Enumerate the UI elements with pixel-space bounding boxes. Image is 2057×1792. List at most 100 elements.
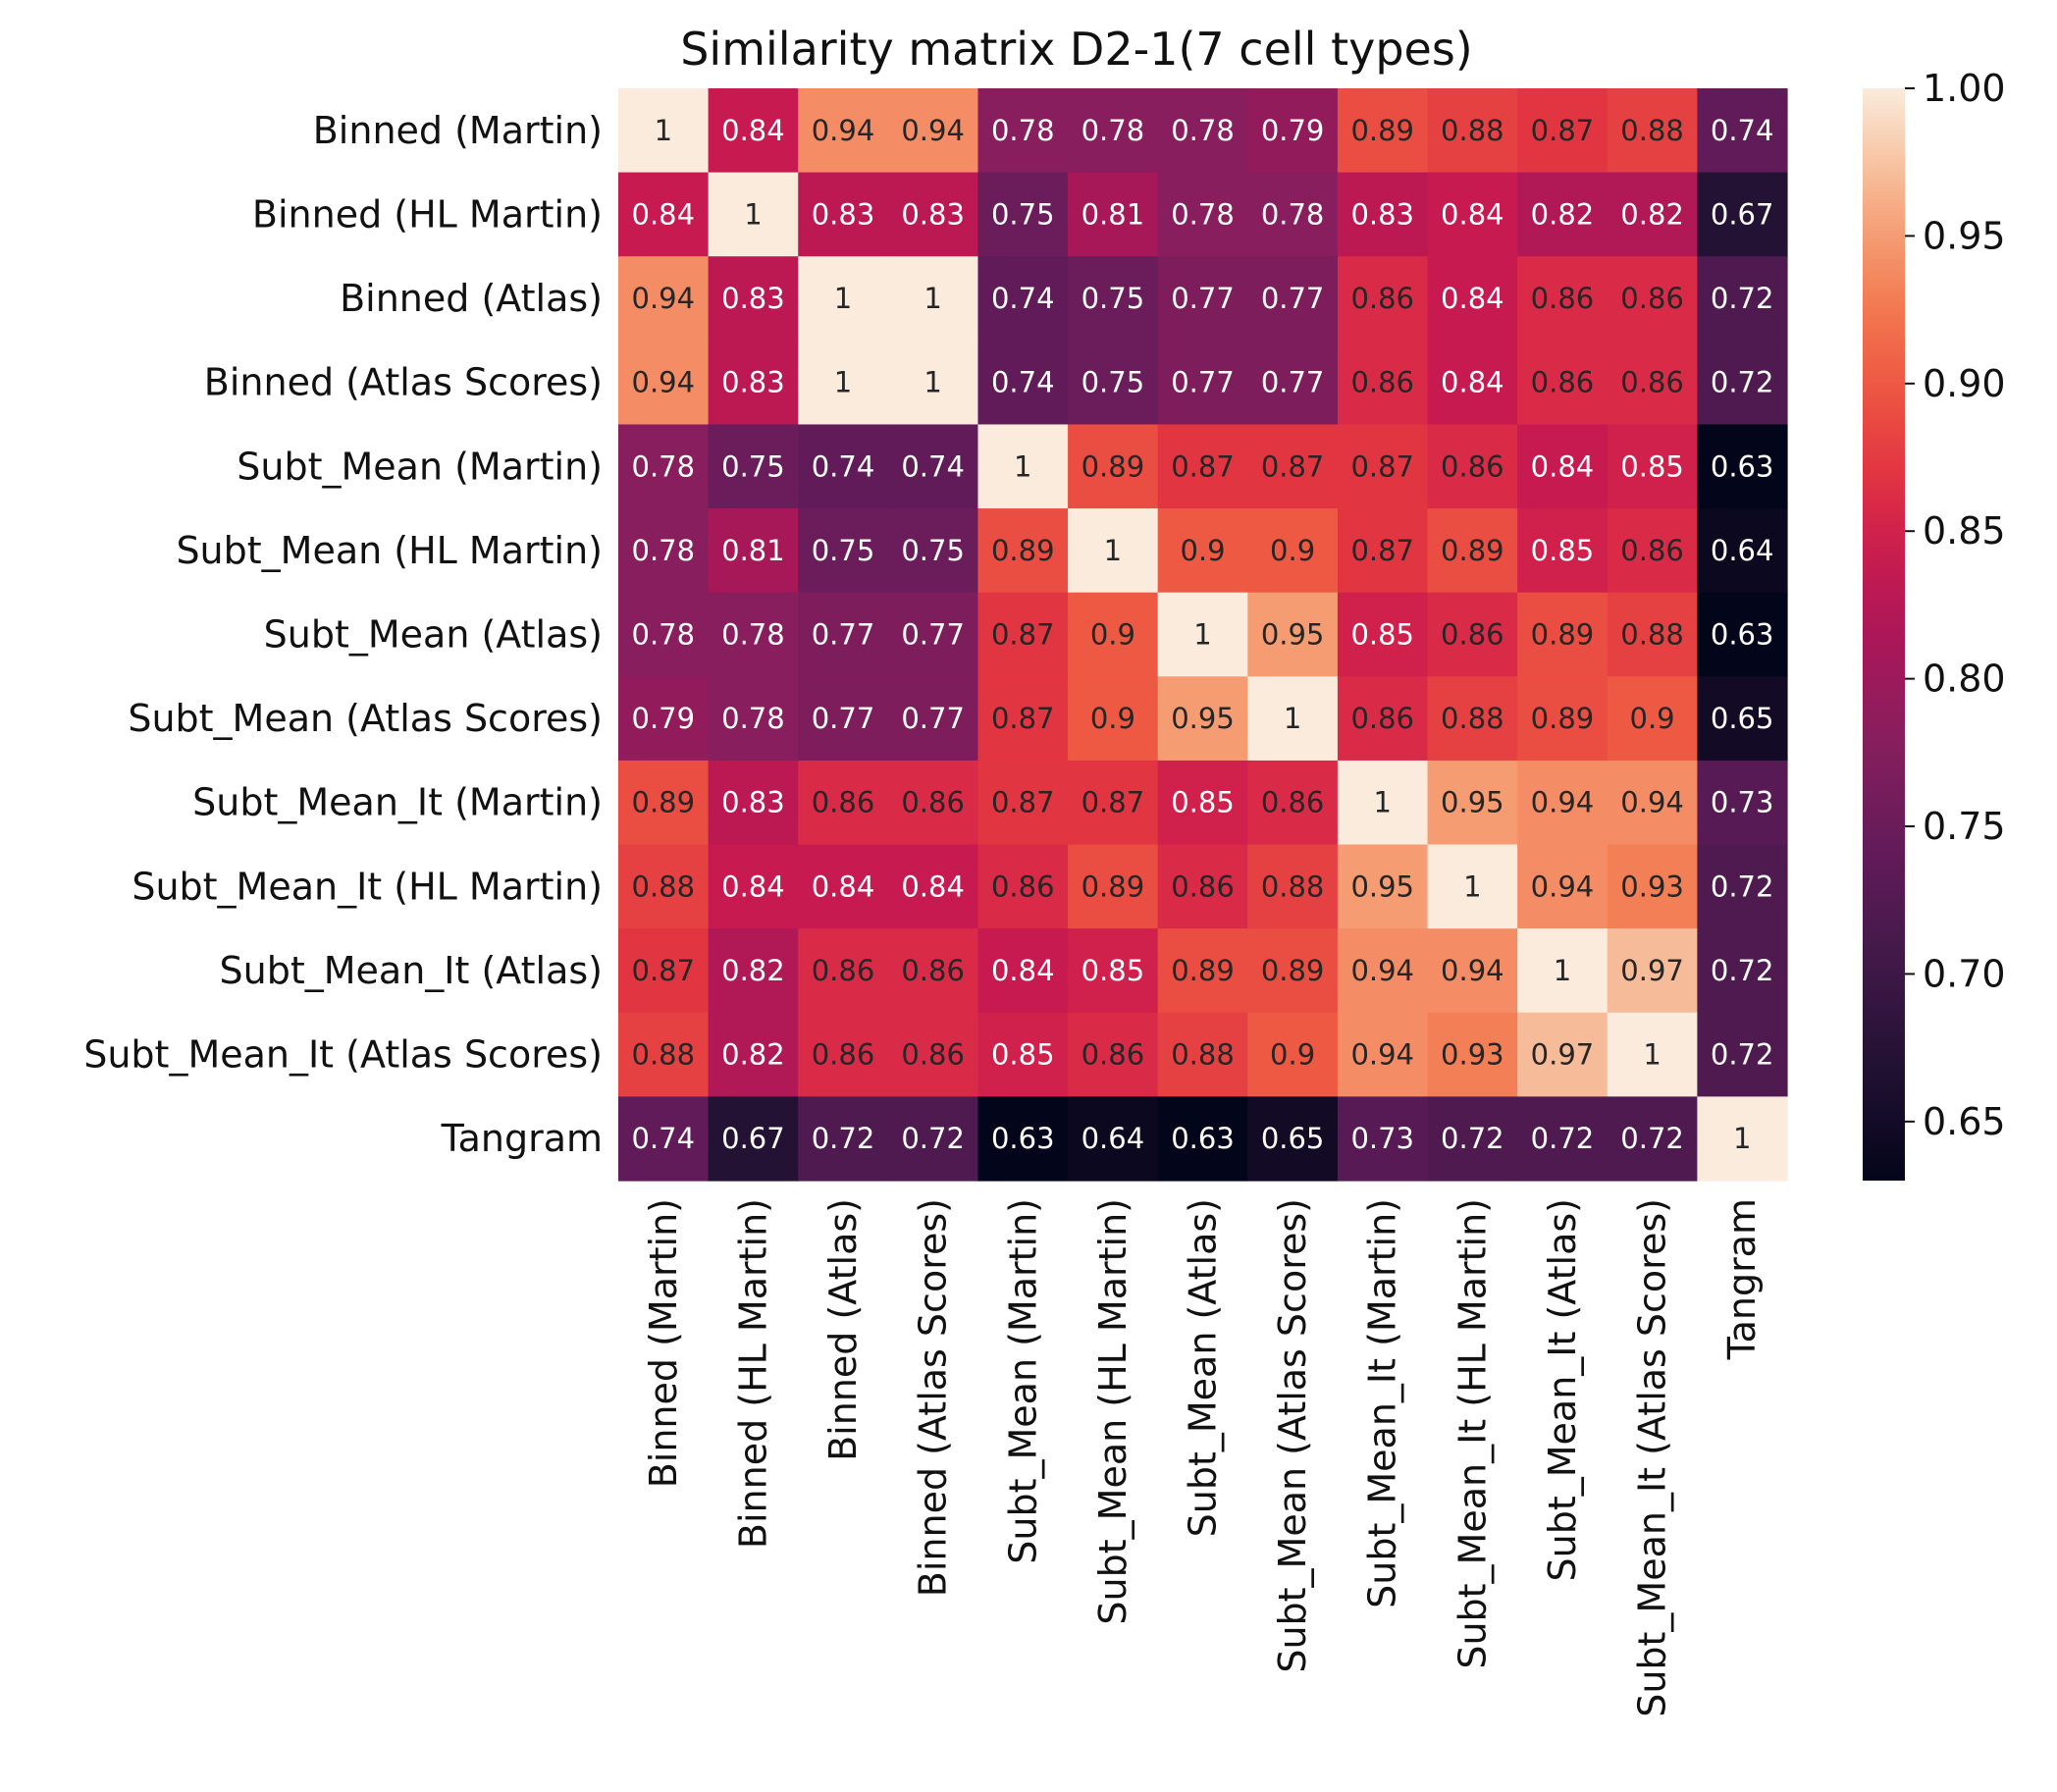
cell-value-label: 0.81	[721, 534, 785, 567]
cell-value-label: 0.73	[1350, 1122, 1414, 1155]
column-label: Subt_Mean_It (HL Martin)	[1450, 1198, 1494, 1669]
heatmap-cell	[1068, 424, 1159, 509]
heatmap-cells: 1 0.84 0.94 0.94 0.78 0.78 0.78 0.79 0.89 0.88 0.8…	[618, 88, 1788, 1182]
cell-value-label: 0.74	[632, 1122, 696, 1155]
cell-value-label: 0.75	[812, 534, 875, 567]
cell-value-label: 0.87	[991, 786, 1055, 819]
heatmap-cell	[977, 676, 1069, 762]
column-label: Subt_Mean_It (Atlas)	[1541, 1198, 1584, 1581]
cell-value-label: 0.87	[1171, 449, 1235, 483]
cell-value-label: 0.63	[1711, 618, 1774, 652]
cell-value-label: 0.88	[1261, 870, 1325, 903]
heatmap-cell	[618, 1012, 710, 1097]
cell-value-label: 0.72	[1711, 954, 1774, 987]
heatmap-cell	[618, 424, 710, 509]
cell-value-label: 0.72	[1711, 1038, 1774, 1072]
column-label: Binned (Atlas Scores)	[912, 1198, 955, 1597]
cell-value-label: 0.88	[632, 1038, 696, 1072]
heatmap-cell	[1068, 1012, 1159, 1097]
cell-value-label: 0.74	[991, 366, 1055, 399]
cell-value-label: 0.79	[632, 702, 696, 735]
row-label: Binned (Atlas Scores)	[204, 361, 603, 404]
heatmap-cell	[1517, 424, 1609, 509]
cell-value-label: 0.86	[1441, 618, 1504, 652]
cell-value-label: 0.94	[1350, 954, 1414, 987]
cell-value-label: 0.78	[1261, 197, 1325, 231]
cell-value-label: 0.87	[632, 954, 696, 987]
heatmap-cell	[1607, 508, 1698, 594]
heatmap-cell	[1068, 172, 1159, 257]
heatmap-cell	[1517, 676, 1609, 762]
heatmap-cell	[1517, 1012, 1609, 1097]
cell-value-label: 0.84	[1441, 197, 1504, 231]
heatmap-cell	[1337, 1096, 1429, 1182]
row-label: Subt_Mean_It (Atlas Scores)	[83, 1033, 603, 1077]
row-label: Subt_Mean (Atlas)	[264, 613, 603, 657]
heatmap-cell	[1157, 1096, 1248, 1182]
cell-value-label: 0.84	[991, 954, 1055, 987]
colorbar-tick-label: 0.90	[1923, 362, 2006, 405]
row-label: Tangram	[441, 1117, 603, 1160]
cell-value-label: 0.78	[1171, 197, 1235, 231]
cell-value-label: 0.63	[1171, 1122, 1235, 1155]
cell-value-label: 0.82	[1531, 197, 1595, 231]
cell-value-label: 0.78	[632, 534, 696, 567]
heatmap-cell	[1517, 172, 1609, 257]
cell-value-label: 0.64	[1711, 534, 1774, 567]
heatmap-cell	[1517, 88, 1609, 174]
heatmap-cell	[1427, 844, 1518, 929]
heatmap-cell	[887, 1012, 979, 1097]
heatmap-cell	[708, 592, 799, 677]
cell-value-label: 1	[1104, 534, 1122, 567]
cell-value-label: 1	[655, 114, 672, 147]
colorbar-ticks: 0.65 0.70 0.75 0.80 0.85 0.90 0.95 1.00	[1905, 67, 2006, 1143]
cell-value-label: 0.87	[1261, 449, 1325, 483]
cell-value-label: 0.72	[1711, 366, 1774, 399]
cell-value-label: 0.86	[1620, 534, 1684, 567]
heatmap-cell	[1157, 760, 1248, 846]
heatmap-cell	[1247, 508, 1339, 594]
cell-value-label: 0.95	[1441, 786, 1504, 819]
cell-value-label: 0.82	[721, 954, 785, 987]
heatmap-cell	[1517, 592, 1609, 677]
heatmap-cell	[1068, 928, 1159, 1014]
heatmap-cell	[1517, 508, 1609, 594]
heatmap-cell	[798, 760, 889, 846]
heatmap-cell	[1068, 676, 1159, 762]
heatmap-cell	[977, 1012, 1069, 1097]
heatmap-cell	[1247, 760, 1339, 846]
cell-value-label: 1	[1014, 449, 1031, 483]
heatmap-cell	[1697, 592, 1788, 677]
cell-value-label: 1	[1643, 1038, 1661, 1072]
cell-value-label: 0.88	[1620, 618, 1684, 652]
heatmap-cell	[887, 676, 979, 762]
heatmap-cell	[1427, 760, 1518, 846]
cell-value-label: 0.84	[721, 870, 785, 903]
heatmap-cell	[1157, 592, 1248, 677]
cell-value-label: 0.63	[1711, 449, 1774, 483]
cell-value-label: 0.79	[1261, 114, 1325, 147]
cell-value-label: 0.72	[1711, 870, 1774, 903]
row-label: Subt_Mean_It (Martin)	[192, 781, 603, 824]
cell-value-label: 0.88	[1441, 114, 1504, 147]
heatmap-cell	[887, 928, 979, 1014]
row-label: Binned (Atlas)	[340, 277, 603, 320]
cell-value-label: 0.82	[1620, 197, 1684, 231]
heatmap-cell	[708, 1096, 799, 1182]
cell-value-label: 0.89	[1081, 449, 1145, 483]
cell-value-label: 0.94	[1350, 1038, 1414, 1072]
heatmap-cell	[1068, 1096, 1159, 1182]
cell-value-label: 0.89	[1171, 954, 1235, 987]
heatmap-cell	[708, 676, 799, 762]
heatmap-cell	[618, 928, 710, 1014]
column-label: Binned (Martin)	[642, 1198, 685, 1488]
cell-value-label: 0.94	[1620, 786, 1684, 819]
cell-value-label: 0.84	[632, 197, 696, 231]
heatmap-cell	[708, 844, 799, 929]
cell-value-label: 0.77	[1261, 366, 1325, 399]
cell-value-label: 0.65	[1711, 702, 1774, 735]
cell-value-label: 0.74	[901, 449, 965, 483]
cell-value-label: 0.67	[1711, 197, 1774, 231]
heatmap-cell	[1247, 844, 1339, 929]
cell-value-label: 0.75	[721, 449, 785, 483]
